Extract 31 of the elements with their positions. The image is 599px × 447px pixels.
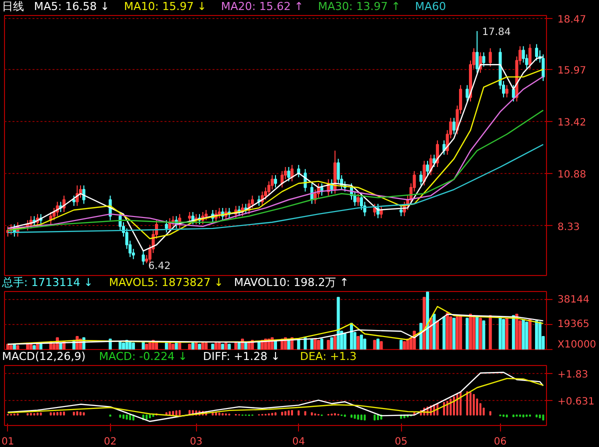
text: MAVOL10: 198.2万 ↑ [234, 276, 349, 290]
annotation: 6.42 [148, 260, 171, 272]
y-tick-label: 15.97 [558, 65, 586, 76]
x-tick-label: 05 [394, 436, 408, 447]
y-tick-label: 38144 [558, 294, 590, 306]
x-tick-label: 01 [1, 436, 14, 447]
text: MA10: 15.97 ↓ [124, 0, 206, 14]
y-tick-label: 13.42 [558, 118, 586, 129]
y-tick-label: 19365 [558, 318, 590, 330]
text: MA60 [415, 0, 446, 14]
x-tick-label: 06 [494, 436, 507, 447]
x-tick-label: 02 [104, 436, 117, 447]
chart-title: 日线 [2, 0, 24, 14]
text: 总手: 1713114 ↓ [2, 276, 93, 290]
annotation: 17.84 [482, 27, 511, 38]
y-tick-label: 10.88 [558, 170, 586, 181]
text: MA5: 16.58 ↓ [34, 0, 110, 14]
y-tick-label: +0.631 [558, 396, 595, 408]
chart-title: MACD(12,26,9) [2, 350, 86, 364]
text: MAVOL5: 1873827 ↓ [109, 276, 224, 290]
y-tick-label: X10000 [558, 340, 596, 350]
text: MA20: 15.62 ↑ [221, 0, 304, 14]
y-tick-label: 18.47 [558, 14, 586, 26]
x-tick-label: 03 [190, 436, 203, 447]
text: DEA: +1.3 [300, 350, 357, 364]
y-tick-label: +1.83 [558, 369, 588, 380]
y-tick-label: 8.33 [558, 222, 580, 233]
text: MA30: 13.97 ↑ [318, 0, 400, 14]
text: DIFF: +1.28 ↓ [203, 350, 280, 364]
x-tick-label: 04 [292, 436, 306, 447]
text: MACD: -0.224 ↓ [99, 350, 188, 364]
